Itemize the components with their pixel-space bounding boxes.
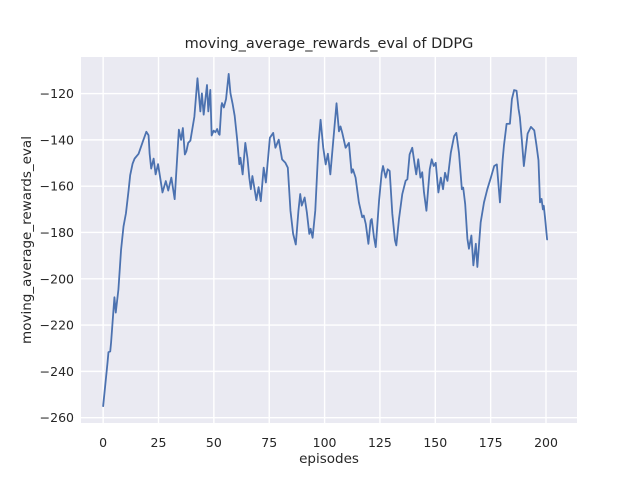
plot-area (81, 57, 577, 423)
y-tick-label: −120 (40, 86, 74, 101)
chart-title: moving_average_rewards_eval of DDPG (184, 36, 474, 52)
x-tick-label: 100 (313, 435, 337, 450)
y-tick-label: −160 (40, 179, 74, 194)
x-tick-label: 25 (151, 435, 167, 450)
x-tick-label: 50 (206, 435, 222, 450)
x-tick-label: 0 (99, 435, 107, 450)
x-tick-label: 75 (261, 435, 277, 450)
y-tick-label: −180 (40, 225, 74, 240)
y-tick-label: −260 (40, 410, 74, 425)
x-tick-label: 125 (368, 435, 392, 450)
x-tick-label: 150 (423, 435, 447, 450)
x-tick-label: 175 (479, 435, 503, 450)
y-tick-label: −240 (40, 364, 74, 379)
y-tick-label: −140 (40, 132, 74, 147)
x-axis-label: episodes (299, 451, 359, 467)
y-tick-label: −200 (40, 271, 74, 286)
y-axis-label: moving_average_rewards_eval (19, 136, 35, 344)
reward-line-series (102, 73, 549, 407)
y-tick-label: −220 (40, 318, 74, 333)
x-tick-label: 200 (534, 435, 558, 450)
